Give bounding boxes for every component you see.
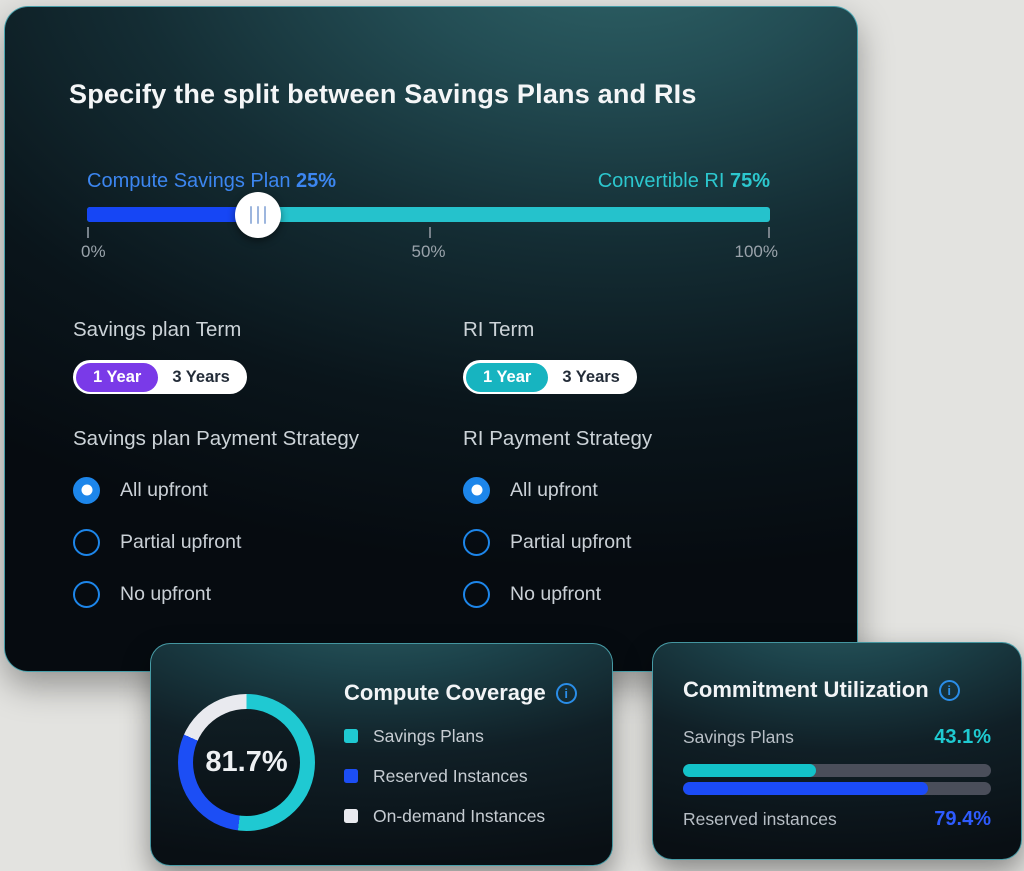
slider-fill-blue (87, 207, 258, 222)
reserved-instances-utilization-row: Reserved instances 79.4% (683, 808, 991, 831)
ri-term-option-3years[interactable]: 3 Years (562, 367, 620, 386)
radio-unselected-icon[interactable] (73, 580, 100, 608)
ri-payment-label: RI Payment Strategy (463, 427, 653, 450)
slider-tick-labels: 0% 50% 100% (81, 242, 778, 262)
slider-ticks (87, 227, 770, 238)
ri-payment-options: All upfront Partial upfront No upfront (463, 476, 833, 608)
savings-plan-column: Savings plan Term 1 Year 3 Years Savings… (73, 318, 443, 632)
radio-unselected-icon[interactable] (73, 528, 100, 556)
savings-payment-partial-upfront[interactable]: Partial upfront (73, 528, 443, 556)
tick-label-50: 50% (411, 242, 446, 261)
commitment-utilization-card: Commitment Utilization i Savings Plans 4… (652, 642, 1022, 860)
savings-payment-options: All upfront Partial upfront No upfront (73, 476, 443, 608)
handle-grip-line (263, 205, 266, 224)
reserved-instances-utilization-label: Reserved instances (683, 809, 837, 829)
ri-payment-all-upfront[interactable]: All upfront (463, 476, 833, 504)
tick-mark-100 (768, 227, 770, 238)
coverage-card-right: Compute Coverage i Savings Plans Reserve… (344, 680, 588, 847)
radio-unselected-icon[interactable] (463, 528, 490, 556)
savings-payment-label: Savings plan Payment Strategy (73, 427, 360, 450)
savings-payment-no-upfront[interactable]: No upfront (73, 580, 443, 608)
radio-selected-icon[interactable] (73, 476, 100, 504)
radio-label: Partial upfront (510, 530, 632, 553)
slider-labels: Compute Savings Plan 25% Convertible RI … (87, 170, 770, 193)
ri-payment-no-upfront[interactable]: No upfront (463, 580, 833, 608)
coverage-legend: Savings Plans Reserved Instances On-dema… (344, 725, 588, 826)
info-icon[interactable]: i (938, 679, 960, 701)
info-icon[interactable]: i (555, 682, 577, 704)
convertible-ri-split-label: Convertible RI 75% (598, 170, 770, 193)
radio-label: No upfront (120, 582, 212, 605)
savings-plans-utilization-label: Savings Plans (683, 727, 794, 747)
radio-label: All upfront (120, 478, 208, 501)
savings-plans-bar-track (683, 764, 991, 777)
savings-plans-swatch-icon (344, 729, 358, 743)
ri-term-option-1year[interactable]: 1 Year (466, 362, 549, 392)
radio-label: Partial upfront (120, 530, 242, 553)
utilization-title-row: Commitment Utilization i (683, 677, 991, 703)
savings-term-option-3years[interactable]: 3 Years (172, 367, 230, 386)
utilization-inner: Commitment Utilization i Savings Plans 4… (683, 677, 991, 831)
savings-term-toggle: 1 Year 3 Years (73, 360, 247, 394)
radio-label: No upfront (510, 582, 602, 605)
radio-label: All upfront (510, 478, 598, 501)
coverage-percent-value: 81.7% (205, 746, 288, 778)
ri-term-label: RI Term (463, 318, 535, 341)
split-settings-card: Specify the split between Savings Plans … (4, 6, 858, 672)
savings-plans-bar-fill (683, 764, 816, 777)
tick-label-100: 100% (734, 242, 778, 261)
reserved-instances-swatch-icon (344, 769, 358, 783)
coverage-title-row: Compute Coverage i (344, 680, 588, 706)
legend-item-reserved-instances: Reserved Instances (344, 765, 588, 786)
legend-label: On-demand Instances (373, 805, 546, 826)
savings-payment-all-upfront[interactable]: All upfront (73, 476, 443, 504)
coverage-donut (178, 694, 315, 831)
savings-plan-split-text: Compute Savings Plan (87, 170, 291, 192)
slider-track[interactable] (87, 191, 770, 238)
reserved-instances-bar-fill (683, 782, 928, 795)
on-demand-swatch-icon (344, 809, 358, 823)
reserved-instances-bar-track (683, 782, 991, 795)
savings-term-option-1year[interactable]: 1 Year (76, 362, 159, 392)
legend-item-savings-plans: Savings Plans (344, 725, 588, 746)
page-title: Specify the split between Savings Plans … (69, 79, 697, 109)
coverage-donut-chart: 81.7% (178, 694, 315, 831)
radio-unselected-icon[interactable] (463, 580, 490, 608)
legend-label: Savings Plans (373, 725, 484, 746)
ri-column: RI Term 1 Year 3 Years RI Payment Strate… (463, 318, 833, 632)
handle-grip-line (256, 205, 259, 224)
slider-handle[interactable] (234, 191, 281, 238)
tick-label-0: 0% (81, 242, 106, 261)
savings-plans-utilization-row: Savings Plans 43.1% (683, 726, 991, 749)
tick-mark-50 (428, 227, 431, 238)
compute-coverage-card: 81.7% Compute Coverage i Savings Plans R… (150, 643, 613, 866)
radio-selected-icon[interactable] (463, 476, 490, 504)
ri-term-toggle: 1 Year 3 Years (463, 360, 637, 394)
coverage-card-title: Compute Coverage (344, 680, 546, 705)
legend-label: Reserved Instances (373, 765, 528, 786)
savings-plan-split-label: Compute Savings Plan 25% (87, 170, 336, 193)
legend-item-on-demand: On-demand Instances (344, 805, 588, 826)
savings-term-label: Savings plan Term (73, 318, 242, 341)
savings-plan-split-value: 25% (296, 170, 337, 192)
utilization-card-title: Commitment Utilization (683, 677, 929, 702)
utilization-bars (683, 764, 991, 795)
ri-payment-partial-upfront[interactable]: Partial upfront (463, 528, 833, 556)
split-slider: Compute Savings Plan 25% Convertible RI … (81, 170, 778, 262)
tick-mark-0 (87, 227, 89, 238)
convertible-ri-split-value: 75% (729, 170, 770, 192)
convertible-ri-split-text: Convertible RI (597, 170, 725, 192)
savings-plans-utilization-value: 43.1% (934, 726, 991, 748)
handle-grip-line (249, 205, 252, 224)
reserved-instances-utilization-value: 79.4% (934, 808, 991, 830)
